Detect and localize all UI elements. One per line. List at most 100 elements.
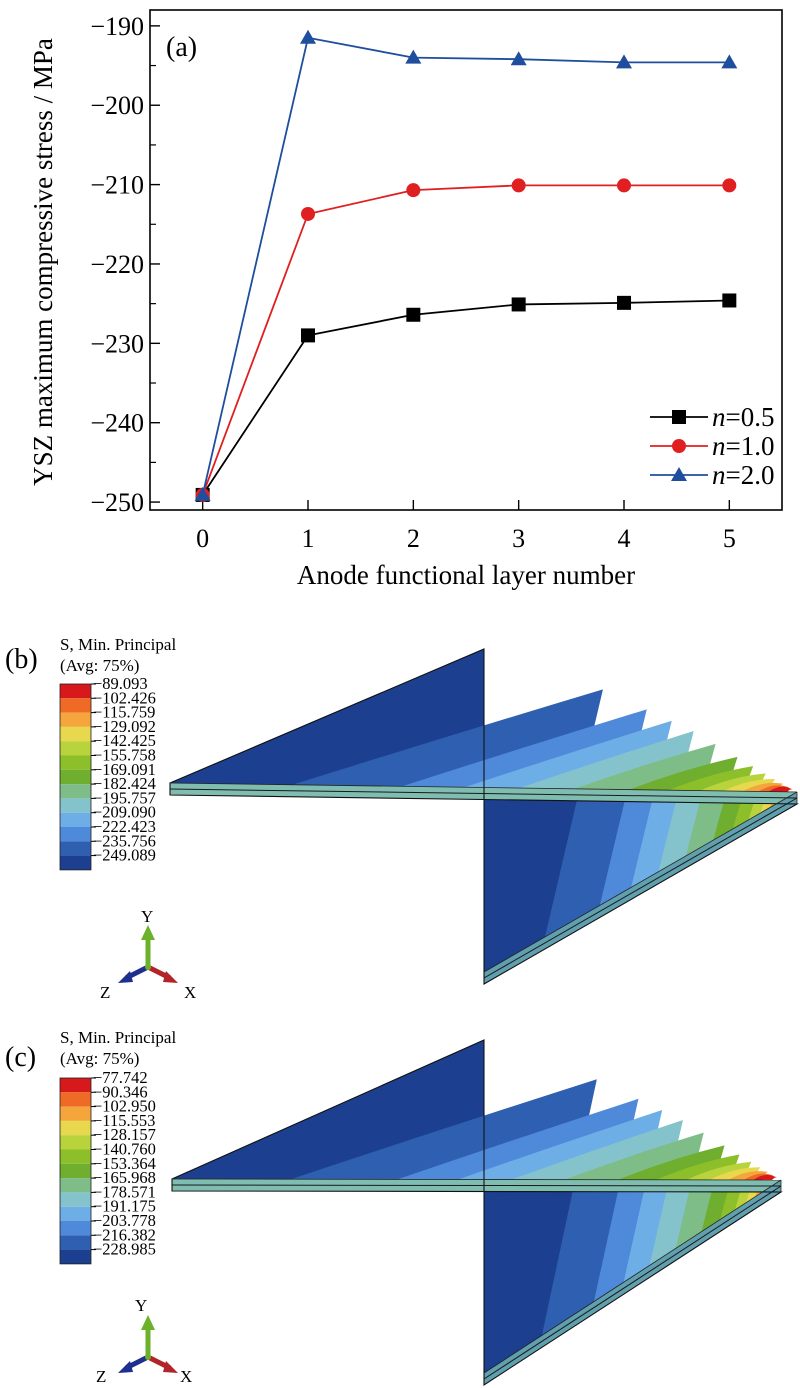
y-tick-label: −210 xyxy=(90,171,144,200)
x-tick-label: 1 xyxy=(302,524,315,553)
x-axis-letter: X xyxy=(180,1367,192,1386)
y-axis-letter: Y xyxy=(141,907,153,926)
z-axis-letter: Z xyxy=(100,983,110,1002)
colorbar-value: −235.756 xyxy=(93,831,156,850)
contour-band xyxy=(758,785,797,804)
data-point-square xyxy=(406,307,421,322)
y-tick-label: −250 xyxy=(90,488,144,517)
panel-c-legend-title: S, Min. Principal xyxy=(60,1028,176,1047)
plot-frame xyxy=(149,9,783,511)
colorbar-swatch xyxy=(60,1106,91,1121)
contour-band xyxy=(564,1132,781,1249)
layer-interface-line xyxy=(483,1185,782,1380)
colorbar-value: −203.778 xyxy=(93,1211,156,1230)
contour-band xyxy=(618,1145,781,1232)
colorbar-value: −89.093 xyxy=(93,674,148,693)
contour-band xyxy=(629,756,797,841)
colorbar-value: −178.571 xyxy=(93,1182,156,1201)
colorbar-value: −128.157 xyxy=(93,1125,156,1144)
colorbar-swatch xyxy=(60,1235,91,1250)
panel-c-label: (c) xyxy=(5,1042,36,1073)
series-triangle xyxy=(194,29,738,501)
x-axis-label: Anode functional layer number xyxy=(297,560,635,590)
contour-band xyxy=(519,730,797,872)
colorbar-swatch xyxy=(60,841,91,856)
y-axis-label: YSZ maximum compressive stress / MPa xyxy=(28,38,58,486)
series-line xyxy=(201,184,730,496)
layer-interface-line xyxy=(171,1184,782,1187)
layer-interface-line xyxy=(483,797,798,979)
colorbar-swatch xyxy=(60,1249,91,1264)
panel-b-plate xyxy=(169,648,800,985)
x-tick-label: 3 xyxy=(512,524,525,553)
y-tick-label: −200 xyxy=(90,91,144,120)
colorbar-value: −115.759 xyxy=(93,703,155,722)
colorbar-swatch xyxy=(60,1163,91,1179)
data-point-circle xyxy=(672,439,686,453)
data-point-triangle xyxy=(616,54,632,69)
panel-c-axis-triad: Y Z X xyxy=(96,1296,192,1386)
panel-b-contour: (b) S, Min. Principal (Avg: 75%) −89.093… xyxy=(5,635,800,1002)
colorbar-value: −77.742 xyxy=(93,1068,148,1087)
colorbar-swatch xyxy=(60,1092,91,1107)
panel-b-legend-title: S, Min. Principal xyxy=(60,635,176,654)
colorbar-value: −209.090 xyxy=(93,803,156,822)
colorbar-swatch xyxy=(60,1135,91,1150)
contour-band xyxy=(511,1119,781,1266)
contour-band xyxy=(397,1098,781,1302)
contour-band xyxy=(723,779,797,814)
y-tick-label: −220 xyxy=(90,250,144,279)
colorbar-value: −228.985 xyxy=(93,1240,156,1259)
contour-band xyxy=(292,689,797,937)
colorbar-value: −165.968 xyxy=(93,1168,156,1187)
contour-band xyxy=(743,1173,781,1192)
colorbar-swatch xyxy=(60,1192,91,1207)
colorbar-swatch xyxy=(60,827,91,842)
colorbar-swatch xyxy=(60,726,91,742)
data-point-triangle xyxy=(671,467,687,481)
data-point-square xyxy=(511,297,526,312)
series-circle xyxy=(195,178,737,502)
colorbar-swatch xyxy=(60,769,91,785)
tick-layer: −250 −240 −230 −220 −210 −200 −190 0 1 2 3 4 5 xyxy=(90,12,736,553)
data-point-triangle xyxy=(194,486,211,501)
contour-band xyxy=(668,766,797,829)
plate-top-face xyxy=(170,649,797,972)
colorbar-value: −129.092 xyxy=(93,717,156,736)
y-tick-label: −190 xyxy=(90,12,144,41)
contour-band xyxy=(464,720,797,888)
contour-band xyxy=(742,782,797,808)
data-point-square xyxy=(722,293,737,308)
colorbar-value: −169.091 xyxy=(93,760,156,779)
data-point-triangle xyxy=(721,54,738,69)
colorbar-swatch xyxy=(60,1206,91,1221)
contour-band xyxy=(401,709,797,906)
panel-b-label: (b) xyxy=(5,644,38,675)
legend-label: n=2.0 xyxy=(712,460,774,490)
data-point-circle xyxy=(301,206,315,221)
x-tick-label: 0 xyxy=(196,524,209,553)
colorbar-swatch xyxy=(60,1178,91,1193)
colorbar-value: −191.175 xyxy=(93,1197,156,1216)
contour-band xyxy=(753,1174,781,1189)
colorbar-swatch xyxy=(60,798,91,813)
colorbar-value: −216.382 xyxy=(93,1225,156,1244)
data-point-circle xyxy=(617,178,631,193)
colorbar-value: −102.426 xyxy=(93,688,156,707)
colorbar-value: −115.553 xyxy=(93,1111,155,1130)
contour-band xyxy=(768,786,797,801)
data-point-square xyxy=(672,410,686,424)
colorbar-swatch xyxy=(60,855,91,870)
data-point-triangle xyxy=(405,49,422,64)
series-line xyxy=(201,299,730,496)
y-tick-label: −230 xyxy=(90,329,144,358)
plate-top-face xyxy=(172,1040,781,1373)
data-point-circle xyxy=(511,178,526,193)
colorbar-swatch xyxy=(60,698,91,713)
legend-label: n=0.5 xyxy=(712,402,774,432)
colorbar-swatch xyxy=(60,1221,91,1236)
colorbar-swatch xyxy=(60,684,91,699)
x-axis-letter: X xyxy=(184,983,196,1002)
panel-c-legend-subtitle: (Avg: 75%) xyxy=(60,1049,139,1068)
